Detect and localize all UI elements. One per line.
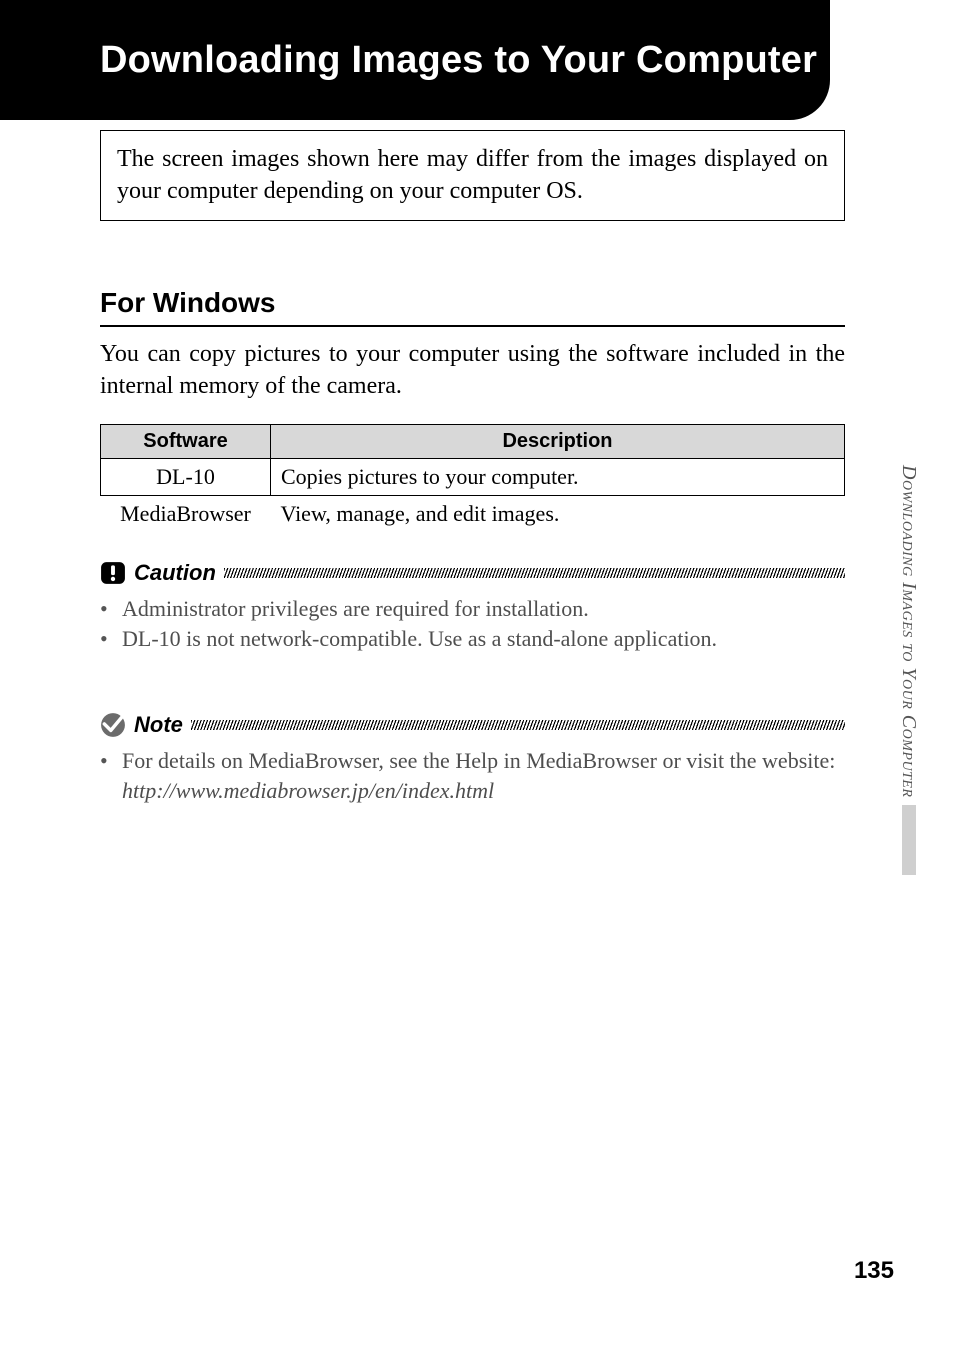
note-callout: Note xyxy=(100,712,845,738)
list-item: • Administrator privileges are required … xyxy=(100,594,845,624)
caution-item-text: DL-10 is not network-compatible. Use as … xyxy=(122,624,845,654)
note-list: • For details on MediaBrowser, see the H… xyxy=(100,746,845,805)
table-cell-description: View, manage, and edit images. xyxy=(271,496,845,533)
table-header-software: Software xyxy=(101,425,271,459)
table-row: MediaBrowser View, manage, and edit imag… xyxy=(101,496,845,533)
side-tab-bar xyxy=(902,805,916,875)
list-item: • For details on MediaBrowser, see the H… xyxy=(100,746,845,805)
bullet-dot: • xyxy=(100,624,122,654)
bullet-dot: • xyxy=(100,746,122,805)
caution-label: Caution xyxy=(134,560,216,586)
bullet-dot: • xyxy=(100,594,122,624)
table-row: DL-10 Copies pictures to your computer. xyxy=(101,459,845,496)
note-intro: For details on MediaBrowser, see the Hel… xyxy=(122,748,835,773)
table-cell-software: MediaBrowser xyxy=(101,496,271,533)
table-cell-software: DL-10 xyxy=(101,459,271,496)
section-intro: You can copy pictures to your computer u… xyxy=(100,338,845,403)
side-tab: Downloading Images to Your Computer xyxy=(897,465,920,915)
page-number: 135 xyxy=(854,1257,894,1285)
page-title: Downloading Images to Your Computer xyxy=(100,39,817,82)
caution-list: • Administrator privileges are required … xyxy=(100,594,845,653)
note-icon xyxy=(100,712,126,738)
list-item: • DL-10 is not network-compatible. Use a… xyxy=(100,624,845,654)
hatch-fill xyxy=(224,568,845,578)
note-label: Note xyxy=(134,712,183,738)
info-box: The screen images shown here may differ … xyxy=(100,130,845,221)
hatch-fill xyxy=(191,720,845,730)
info-box-text: The screen images shown here may differ … xyxy=(117,146,828,204)
page-header: Downloading Images to Your Computer xyxy=(0,0,830,120)
caution-callout: Caution xyxy=(100,560,845,586)
table-header-description: Description xyxy=(271,425,845,459)
caution-icon xyxy=(100,560,126,586)
table-cell-description: Copies pictures to your computer. xyxy=(271,459,845,496)
caution-item-text: Administrator privileges are required fo… xyxy=(122,594,845,624)
software-table: Software Description DL-10 Copies pictur… xyxy=(100,424,845,532)
note-link: http://www.mediabrowser.jp/en/index.html xyxy=(122,778,494,803)
section-heading-for-windows: For Windows xyxy=(100,287,845,327)
side-tab-label: Downloading Images to Your Computer xyxy=(897,465,920,797)
note-item-text: For details on MediaBrowser, see the Hel… xyxy=(122,746,845,805)
